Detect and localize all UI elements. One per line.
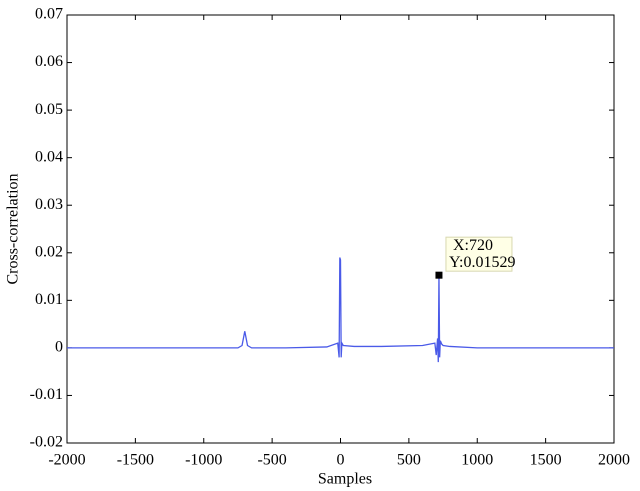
y-tick-label: 0.06 (35, 53, 63, 70)
y-tick-label: 0.02 (35, 243, 63, 260)
y-tick-label: -0.02 (30, 434, 63, 451)
datatip-marker (435, 271, 443, 279)
datatip-text: X:720 (453, 237, 493, 254)
x-tick-label: 2000 (598, 452, 630, 469)
x-tick-label: 1500 (530, 452, 562, 469)
datatip-box (445, 236, 513, 272)
y-tick-label: 0 (55, 339, 63, 356)
y-tick-label: 0.01 (35, 291, 63, 308)
x-tick-label: 1000 (461, 452, 493, 469)
x-tick-label: -1500 (117, 452, 154, 469)
x-axis-label: Samples (318, 471, 372, 488)
plot-frame (66, 14, 615, 444)
x-tick-label: -500 (257, 452, 286, 469)
x-tick-label: 500 (397, 452, 421, 469)
y-axis-label: Cross-correlation (5, 173, 22, 284)
x-tick-label: -1000 (185, 452, 222, 469)
y-tick-label: 0.05 (35, 101, 63, 118)
y-tick-label: 0.04 (35, 148, 63, 165)
data-line (67, 257, 614, 363)
x-tick-label: 0 (337, 452, 345, 469)
x-tick-label: -2000 (48, 452, 85, 469)
datatip-text: Y:0.01529 (449, 254, 516, 271)
y-tick-label: 0.07 (35, 6, 63, 23)
y-tick-label: -0.01 (30, 386, 63, 403)
y-tick-label: 0.03 (35, 196, 63, 213)
